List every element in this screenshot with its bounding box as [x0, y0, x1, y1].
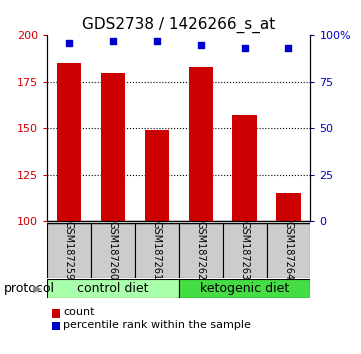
Text: GSM187260: GSM187260 — [108, 221, 118, 280]
Bar — [47, 279, 179, 298]
Bar — [179, 223, 223, 278]
Text: GSM187259: GSM187259 — [64, 221, 74, 280]
Text: GSM187261: GSM187261 — [152, 221, 162, 280]
Bar — [57, 63, 81, 221]
Text: ketogenic diet: ketogenic diet — [200, 282, 289, 295]
Bar — [145, 130, 169, 221]
Bar — [232, 115, 257, 221]
Point — [154, 38, 160, 44]
Text: ▶: ▶ — [33, 283, 42, 293]
Bar — [277, 193, 301, 221]
Title: GDS2738 / 1426266_s_at: GDS2738 / 1426266_s_at — [82, 16, 275, 33]
Point — [66, 40, 72, 46]
Text: percentile rank within the sample: percentile rank within the sample — [63, 320, 251, 330]
Point — [198, 42, 204, 47]
Bar — [135, 223, 179, 278]
Text: GSM187262: GSM187262 — [196, 221, 206, 280]
Bar — [179, 279, 310, 298]
Text: protocol: protocol — [4, 282, 55, 295]
Bar — [101, 73, 125, 221]
Bar — [266, 223, 310, 278]
Bar — [223, 223, 266, 278]
Text: count: count — [63, 307, 95, 317]
Bar — [91, 223, 135, 278]
Bar — [47, 223, 91, 278]
Point — [110, 38, 116, 44]
Point — [286, 46, 291, 51]
Point — [242, 46, 248, 51]
Bar — [188, 67, 213, 221]
Text: control diet: control diet — [77, 282, 149, 295]
Text: GSM187263: GSM187263 — [240, 221, 249, 280]
Text: GSM187264: GSM187264 — [283, 221, 293, 280]
